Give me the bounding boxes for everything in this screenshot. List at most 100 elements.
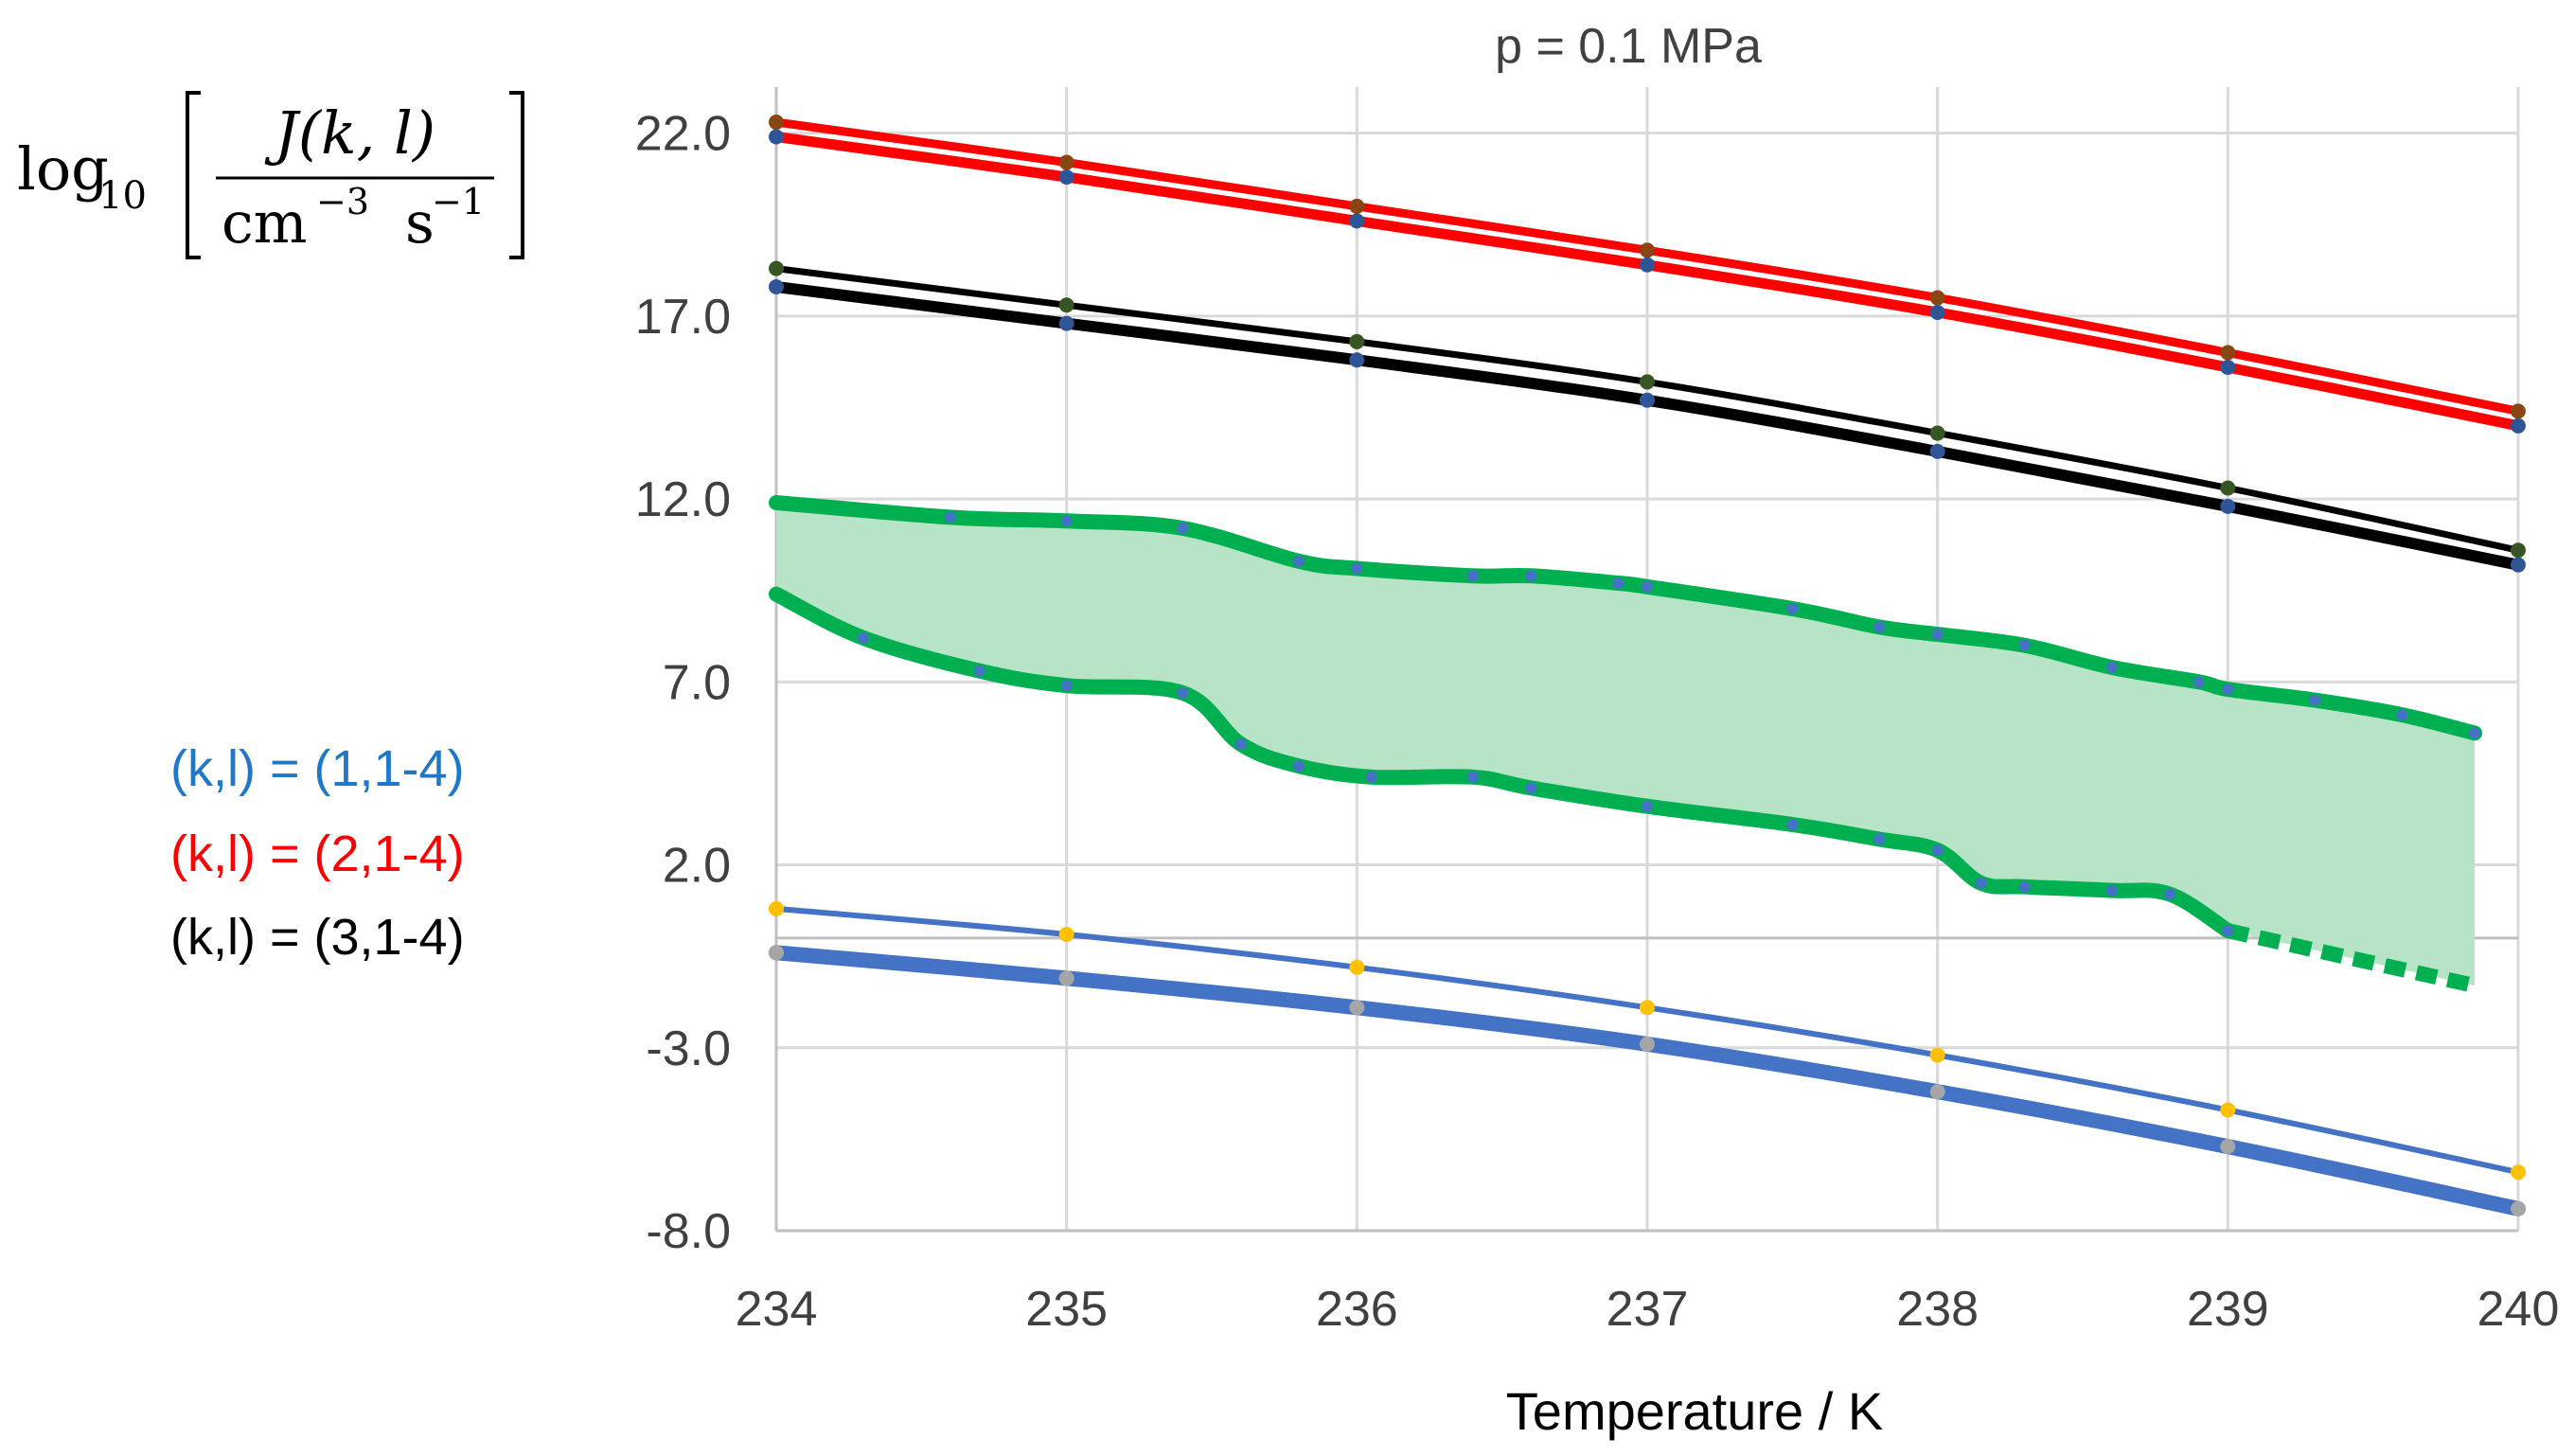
y-tick-label: 22.0 <box>635 107 731 162</box>
x-tick-label: 239 <box>2187 1282 2269 1337</box>
ylabel-unit-s: s <box>405 190 435 257</box>
band-marker <box>1293 555 1305 567</box>
band-marker <box>1642 580 1653 593</box>
y-tick-label: 17.0 <box>635 290 731 345</box>
series-marker <box>1349 213 1365 229</box>
band-marker <box>2018 639 2031 651</box>
series-marker <box>1640 1036 1655 1052</box>
band-marker <box>1293 760 1305 772</box>
y-tick-label: 12.0 <box>635 472 731 527</box>
series-marker <box>1929 443 1945 459</box>
ylabel-right-bracket <box>509 91 524 259</box>
band-marker <box>2018 880 2031 893</box>
band-marker <box>1975 877 1987 889</box>
x-tick-label: 235 <box>1025 1282 1108 1337</box>
band-marker <box>1931 629 1944 641</box>
series-marker <box>2511 542 2526 559</box>
chart-title: p = 0.1 MPa <box>1495 19 1762 74</box>
series-marker <box>769 129 784 145</box>
x-tick-label: 236 <box>1316 1282 1398 1337</box>
series-marker <box>1640 392 1655 408</box>
series-marker <box>1058 970 1074 986</box>
x-tick-label: 237 <box>1607 1282 1689 1337</box>
series-marker <box>1349 959 1365 975</box>
series-marker <box>769 278 784 294</box>
series-marker <box>1058 297 1074 313</box>
series-marker <box>2511 1164 2526 1181</box>
marker-layer <box>769 115 2526 1216</box>
series-marker <box>769 900 784 916</box>
series-marker <box>2220 498 2236 514</box>
series-marker <box>2220 345 2236 361</box>
series-marker <box>2220 480 2236 496</box>
ylabel-numerator: J(k, l) <box>264 98 435 168</box>
band-marker <box>1177 523 1189 535</box>
ylabel-exp-cm: −3 <box>316 181 369 222</box>
series-marker <box>1058 154 1074 170</box>
series-marker <box>1929 1047 1945 1063</box>
series-marker <box>2511 403 2526 419</box>
ylabel-base: 10 <box>98 174 147 218</box>
x-axis-title: Temperature / K <box>1506 1381 1883 1441</box>
band-marker <box>858 631 869 644</box>
series-marker <box>1058 315 1074 331</box>
band-fill <box>776 503 2475 986</box>
band-marker <box>1612 577 1624 589</box>
y-tick-label: 7.0 <box>663 655 731 710</box>
band-marker <box>2469 727 2480 739</box>
series-marker <box>1640 374 1655 390</box>
series-marker <box>1640 257 1655 273</box>
ylabel-unit-cm: cm <box>222 190 308 257</box>
band-layer <box>769 495 2482 993</box>
band-marker <box>973 665 985 677</box>
ylabel-left-bracket <box>186 91 201 259</box>
band-lower-edge <box>769 586 2236 939</box>
band-marker <box>1060 515 1073 527</box>
band-marker <box>2105 884 2118 897</box>
band-marker <box>1786 819 1799 831</box>
x-tick-label: 238 <box>1896 1282 1979 1337</box>
series-marker <box>2511 557 2526 573</box>
series-marker <box>2511 417 2526 434</box>
band-marker <box>2222 925 2234 937</box>
tick-labels: 234 235 236 237 238 239 240 22.0 17.0 12.0 7.0 2.0 -… <box>635 107 2560 1337</box>
legend-entry-k1: (k,l) = (1,1-4) <box>170 740 465 797</box>
ylabel-log: log <box>17 134 109 204</box>
series-marker <box>2511 1200 2526 1216</box>
x-tick-label: 240 <box>2477 1282 2560 1337</box>
series-marker <box>1640 1000 1655 1016</box>
band-marker <box>1873 833 1886 845</box>
series-marker <box>769 115 784 131</box>
y-tick-label: -8.0 <box>646 1204 731 1259</box>
band-marker <box>1931 844 1944 857</box>
legend-entry-k3: (k,l) = (3,1-4) <box>170 909 465 966</box>
band-marker <box>1467 771 1479 783</box>
series-marker <box>1929 425 1945 441</box>
band-marker <box>1786 603 1799 615</box>
x-tick-label: 234 <box>736 1282 818 1337</box>
y-tick-label: -3.0 <box>646 1021 731 1076</box>
series-marker <box>1058 926 1074 942</box>
legend: (k,l) = (1,1-4) (k,l) = (2,1-4) (k,l) = … <box>170 740 465 966</box>
band-marker <box>1525 570 1537 582</box>
band-marker <box>1873 621 1886 633</box>
y-tick-label: 2.0 <box>663 839 731 894</box>
band-marker <box>1177 686 1189 699</box>
band-marker <box>1525 782 1537 794</box>
series-marker <box>1349 198 1365 214</box>
band-marker <box>2222 684 2234 696</box>
y-axis-title: log 10 J(k, l) cm −3 s −1 <box>17 91 524 259</box>
series-marker <box>1349 333 1365 349</box>
band-marker <box>2192 676 2205 688</box>
band-marker <box>2164 888 2175 900</box>
band-marker <box>1234 738 1247 751</box>
band-marker <box>1467 570 1479 582</box>
band-marker <box>2105 661 2118 673</box>
series-marker <box>2220 359 2236 375</box>
legend-entry-k2: (k,l) = (2,1-4) <box>170 826 465 882</box>
series-marker <box>1640 242 1655 258</box>
series-marker <box>1349 1000 1365 1016</box>
series-marker <box>769 260 784 276</box>
series-marker <box>1929 1084 1945 1100</box>
